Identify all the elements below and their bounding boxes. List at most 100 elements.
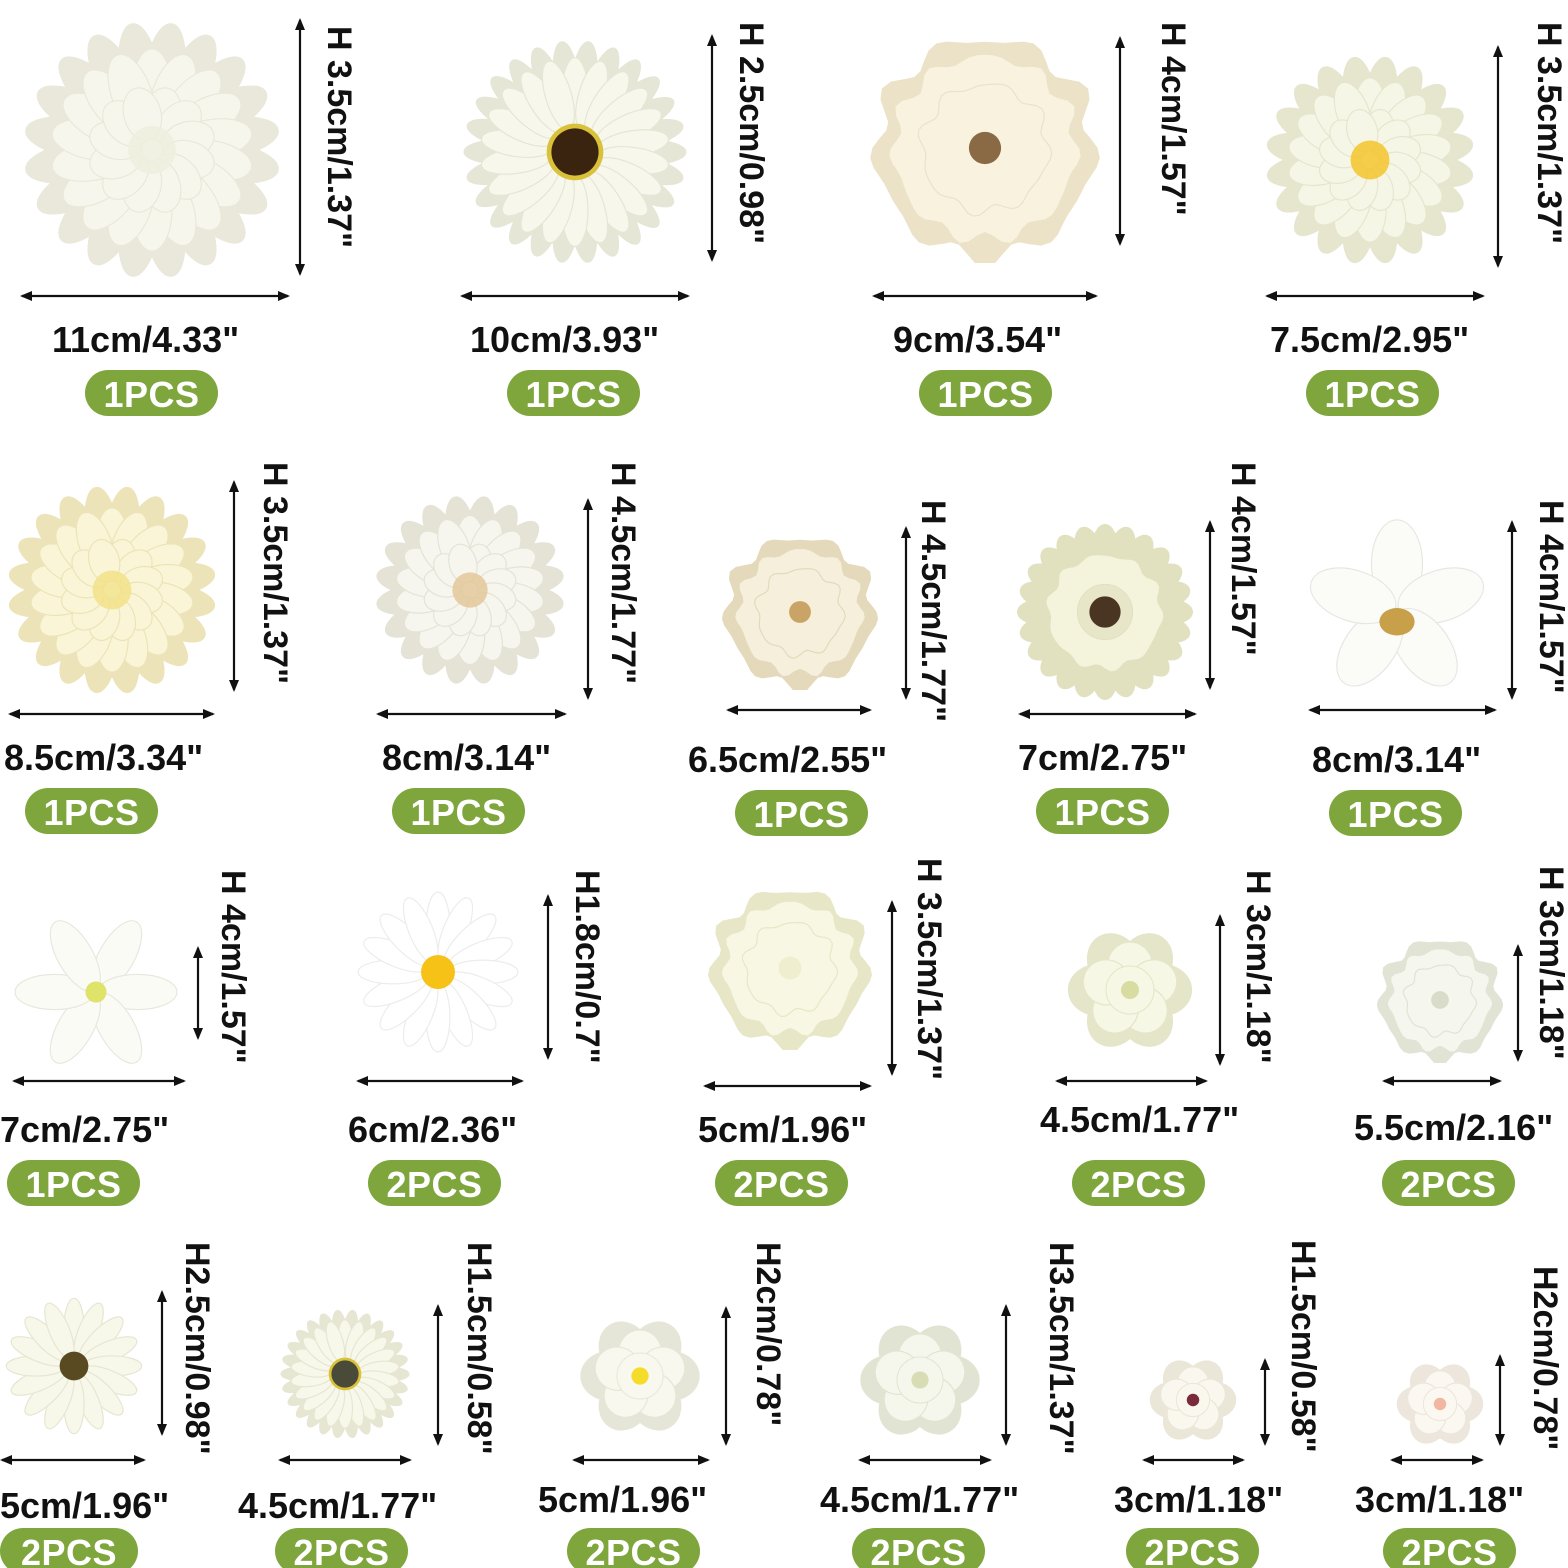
- height-dimension-arrow: [193, 946, 203, 1040]
- width-dimension-arrow: [20, 291, 290, 301]
- width-dimension-arrow: [572, 1455, 710, 1465]
- width-label: 8.5cm/3.34": [4, 737, 204, 778]
- height-dimension-arrow: [229, 480, 239, 692]
- height-label: H 4cm/1.57": [1224, 462, 1262, 656]
- width-label: 4.5cm/1.77": [820, 1479, 1020, 1520]
- width-label: 3cm/1.18": [1355, 1479, 1525, 1520]
- height-dimension-arrow: [707, 34, 717, 262]
- quantity-badge: 2PCS: [715, 1160, 848, 1206]
- width-dimension-arrow: [8, 709, 215, 719]
- quantity-badge: 1PCS: [735, 790, 868, 836]
- width-label: 7cm/2.75": [1018, 737, 1188, 778]
- daisy-flower-icon: [5, 1297, 143, 1435]
- quantity-badge: 2PCS: [275, 1528, 408, 1568]
- quantity-badge: 2PCS: [567, 1528, 700, 1568]
- peony-flower-icon: [722, 539, 878, 690]
- dahlia-flower-icon: [25, 23, 279, 277]
- height-dimension-arrow: [583, 498, 593, 700]
- height-label: H2.5cm/0.98": [178, 1242, 216, 1455]
- height-dimension-arrow: [1507, 520, 1517, 700]
- width-dimension-arrow: [1055, 1076, 1208, 1086]
- quantity-badge: 1PCS: [1036, 788, 1169, 834]
- ranunculus-flower-icon: [1017, 524, 1193, 700]
- quantity-badge: 1PCS: [392, 788, 525, 834]
- quantity-badge: 1PCS: [7, 1160, 140, 1206]
- height-label: H1.5cm/0.58": [460, 1242, 498, 1455]
- height-dimension-arrow: [157, 1290, 167, 1436]
- width-dimension-arrow: [460, 291, 690, 301]
- width-label: 4.5cm/1.77": [1040, 1099, 1240, 1140]
- camellia-flower-icon: [580, 1321, 700, 1431]
- lily-flower-icon: [14, 920, 178, 1064]
- width-dimension-arrow: [1382, 1076, 1502, 1086]
- height-label: H 3.5cm/1.37": [320, 26, 358, 249]
- height-dimension-arrow: [1513, 944, 1523, 1062]
- rose-flower-icon: [1067, 933, 1193, 1047]
- blossom-flower-icon: [1396, 1364, 1484, 1444]
- height-dimension-arrow: [433, 1304, 443, 1446]
- width-label: 6cm/2.36": [348, 1109, 518, 1150]
- height-dimension-arrow: [295, 18, 305, 276]
- height-label: H 4.5cm/1.77": [604, 462, 642, 685]
- chrysanthemum-flower-icon: [1266, 56, 1474, 264]
- height-label: H 3.5cm/1.37": [910, 858, 948, 1081]
- height-dimension-arrow: [1260, 1358, 1270, 1446]
- height-label: H 3.5cm/1.37": [1530, 22, 1568, 245]
- height-label: H2cm/0.78": [749, 1242, 787, 1427]
- gerbera-flower-icon: [463, 41, 687, 263]
- orchid-flower-icon: [1309, 519, 1485, 687]
- peony-flower-icon: [708, 891, 872, 1050]
- dahlia-flower-icon: [8, 486, 216, 694]
- height-label: H 3cm/1.18": [1239, 870, 1277, 1064]
- quantity-badge: 1PCS: [1306, 370, 1439, 416]
- width-label: 8cm/3.14": [382, 737, 552, 778]
- height-dimension-arrow: [901, 526, 911, 700]
- dahlia-flower-icon: [376, 496, 564, 684]
- width-label: 5cm/1.96": [0, 1485, 170, 1526]
- width-dimension-arrow: [726, 705, 872, 715]
- quantity-badge: 2PCS: [852, 1528, 985, 1568]
- width-dimension-arrow: [703, 1081, 872, 1091]
- width-dimension-arrow: [1390, 1455, 1484, 1465]
- quantity-badge: 1PCS: [919, 370, 1052, 416]
- height-label: H 4cm/1.57": [1532, 500, 1568, 694]
- width-dimension-arrow: [12, 1076, 186, 1086]
- height-dimension-arrow: [721, 1306, 731, 1446]
- rose-flower-icon: [860, 1325, 980, 1435]
- width-dimension-arrow: [1308, 705, 1497, 715]
- carnation-flower-icon: [1377, 941, 1503, 1063]
- height-label: H 3.5cm/1.37": [256, 462, 294, 685]
- width-label: 7cm/2.75": [0, 1109, 170, 1150]
- quantity-badge: 1PCS: [85, 370, 218, 416]
- quantity-badge: 2PCS: [1382, 1160, 1515, 1206]
- width-dimension-arrow: [858, 1455, 992, 1465]
- height-label: H 4cm/1.57": [214, 870, 252, 1064]
- height-dimension-arrow: [1205, 520, 1215, 690]
- width-dimension-arrow: [356, 1076, 524, 1086]
- height-label: H 4.5cm/1.77": [914, 500, 952, 723]
- width-label: 7.5cm/2.95": [1270, 319, 1470, 360]
- width-label: 6.5cm/2.55": [688, 739, 888, 780]
- height-label: H 3cm/1.18": [1532, 866, 1568, 1060]
- height-dimension-arrow: [1001, 1304, 1011, 1446]
- height-label: H 2.5cm/0.98": [732, 22, 770, 245]
- width-label: 3cm/1.18": [1114, 1479, 1284, 1520]
- width-label: 5cm/1.96": [698, 1109, 868, 1150]
- quantity-badge: 1PCS: [1329, 790, 1462, 836]
- height-dimension-arrow: [543, 894, 553, 1060]
- quantity-badge: 2PCS: [368, 1160, 501, 1206]
- quantity-badge: 2PCS: [1072, 1160, 1205, 1206]
- height-label: H3.5cm/1.37": [1042, 1242, 1080, 1455]
- width-dimension-arrow: [1265, 291, 1485, 301]
- quantity-badge: 2PCS: [1383, 1528, 1516, 1568]
- height-dimension-arrow: [887, 900, 897, 1076]
- quantity-badge: 2PCS: [1126, 1528, 1259, 1568]
- quantity-badge: 1PCS: [507, 370, 640, 416]
- height-dimension-arrow: [1495, 1354, 1505, 1446]
- width-dimension-arrow: [1018, 709, 1197, 719]
- height-label: H1.5cm/0.58": [1284, 1240, 1322, 1453]
- height-label: H1.8cm/0.7": [568, 870, 606, 1064]
- height-dimension-arrow: [1215, 914, 1225, 1066]
- quantity-badge: 2PCS: [0, 1528, 138, 1568]
